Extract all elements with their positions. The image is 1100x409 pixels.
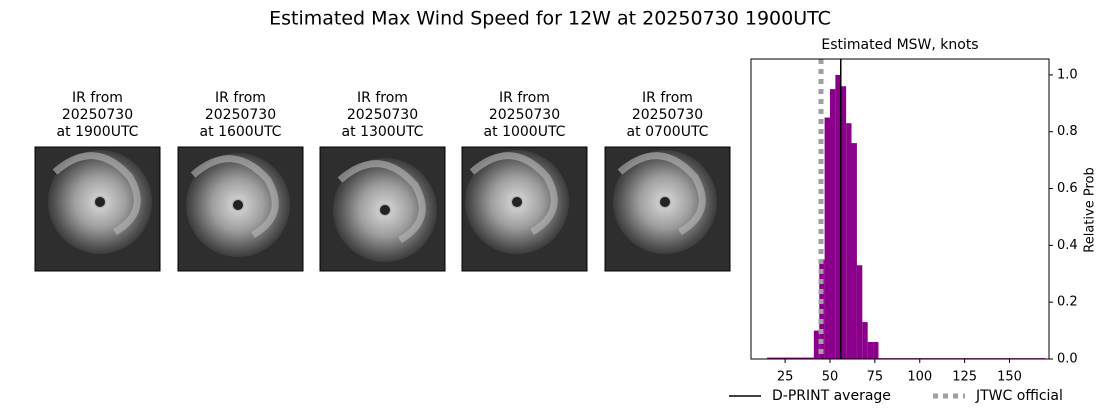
y2-tick-label: 0.4 — [1057, 238, 1078, 253]
storm-eye — [512, 197, 522, 207]
panel-title: 20250730 — [632, 107, 703, 123]
x-tick-label: 100 — [907, 370, 932, 385]
histogram-chart: Estimated MSW, knots D-PRINT average JTWC … — [729, 37, 1098, 404]
spiral-band — [469, 152, 558, 236]
storm-eye — [660, 197, 670, 207]
hist-bar — [862, 322, 868, 359]
panel-title: IR from — [642, 90, 693, 106]
panel-title: 20250730 — [489, 107, 560, 123]
storm-eye — [233, 200, 243, 210]
panel-title: IR from — [215, 90, 266, 106]
panel-title: at 1600UTC — [200, 124, 282, 140]
legend-label: D-PRINT average — [772, 388, 891, 404]
y2-tick-label: 0.2 — [1057, 295, 1078, 310]
spiral-band — [337, 160, 426, 244]
hist-bar — [846, 123, 852, 359]
hist-bar — [856, 265, 863, 359]
y2-tick-label: 1.0 — [1057, 67, 1078, 82]
panel-title: 20250730 — [205, 107, 276, 123]
hist-bar — [873, 341, 879, 359]
hist-bar — [835, 74, 841, 359]
y2-tick-label: 0.0 — [1057, 352, 1078, 367]
hist-bar — [824, 117, 830, 359]
y2-tick-label: 0.6 — [1057, 181, 1078, 196]
storm-eye — [380, 205, 390, 215]
hist-bar — [867, 341, 874, 359]
panel-title: at 0700UTC — [627, 124, 709, 140]
spiral-band — [52, 152, 141, 236]
spiral-band — [617, 152, 706, 236]
panel-title: IR from — [72, 90, 123, 106]
spiral-band — [190, 155, 279, 239]
panel-title: 20250730 — [62, 107, 133, 123]
panel-title: IR from — [499, 90, 550, 106]
hist-bar — [813, 330, 820, 359]
panel-title: at 1900UTC — [57, 124, 139, 140]
x-tick-label: 125 — [952, 370, 977, 385]
hist-bar — [840, 86, 847, 359]
y2-axis-label: Relative Prob — [1083, 167, 1098, 252]
hist-bar — [829, 89, 836, 359]
x-tick-label: 150 — [997, 370, 1022, 385]
hist-bar — [851, 143, 857, 359]
axes-frame — [750, 58, 1050, 360]
y2-tick-label: 0.8 — [1057, 124, 1078, 139]
panel-title: at 1300UTC — [342, 124, 424, 140]
x-tick-label: 50 — [822, 370, 839, 385]
chart-title: Estimated MSW, knots — [821, 37, 978, 53]
x-tick-label: 75 — [867, 370, 884, 385]
legend-label: JTWC official — [975, 388, 1063, 404]
panel-title: 20250730 — [347, 107, 418, 123]
x-tick-label: 25 — [777, 370, 794, 385]
panel-title: at 1000UTC — [484, 124, 566, 140]
storm-eye — [95, 197, 105, 207]
figure-title: Estimated Max Wind Speed for 12W at 2025… — [269, 8, 831, 30]
hist-bar — [767, 357, 814, 359]
panel-title: IR from — [357, 90, 408, 106]
